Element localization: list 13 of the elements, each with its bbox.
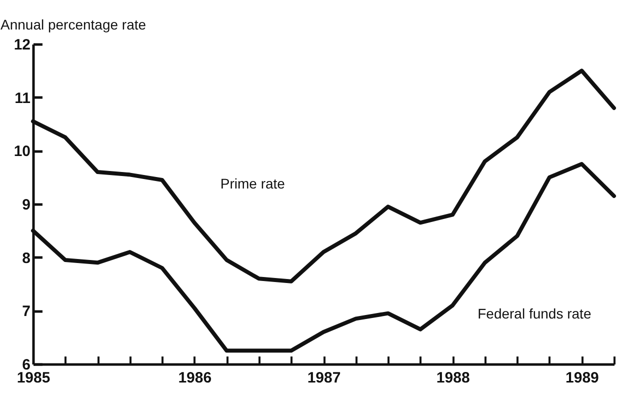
x-tick-label: 1988 [436, 370, 470, 386]
x-tick-label: 1987 [307, 370, 341, 386]
y-tick-label: 8 [22, 250, 30, 267]
y-tick-label: 12 [14, 36, 30, 54]
x-tick-label: 1986 [178, 370, 212, 386]
x-tick-label: 1989 [566, 370, 599, 386]
series-label: Federal funds rate [478, 305, 592, 322]
y-tick-label: 9 [22, 196, 30, 214]
y-axis-title: Annual percentage rate [0, 16, 146, 32]
y-tick-label: 7 [22, 303, 30, 320]
text: Prime rate [220, 176, 286, 192]
y-tick-label: 10 [14, 143, 30, 160]
y-tick-label: 11 [14, 90, 30, 107]
